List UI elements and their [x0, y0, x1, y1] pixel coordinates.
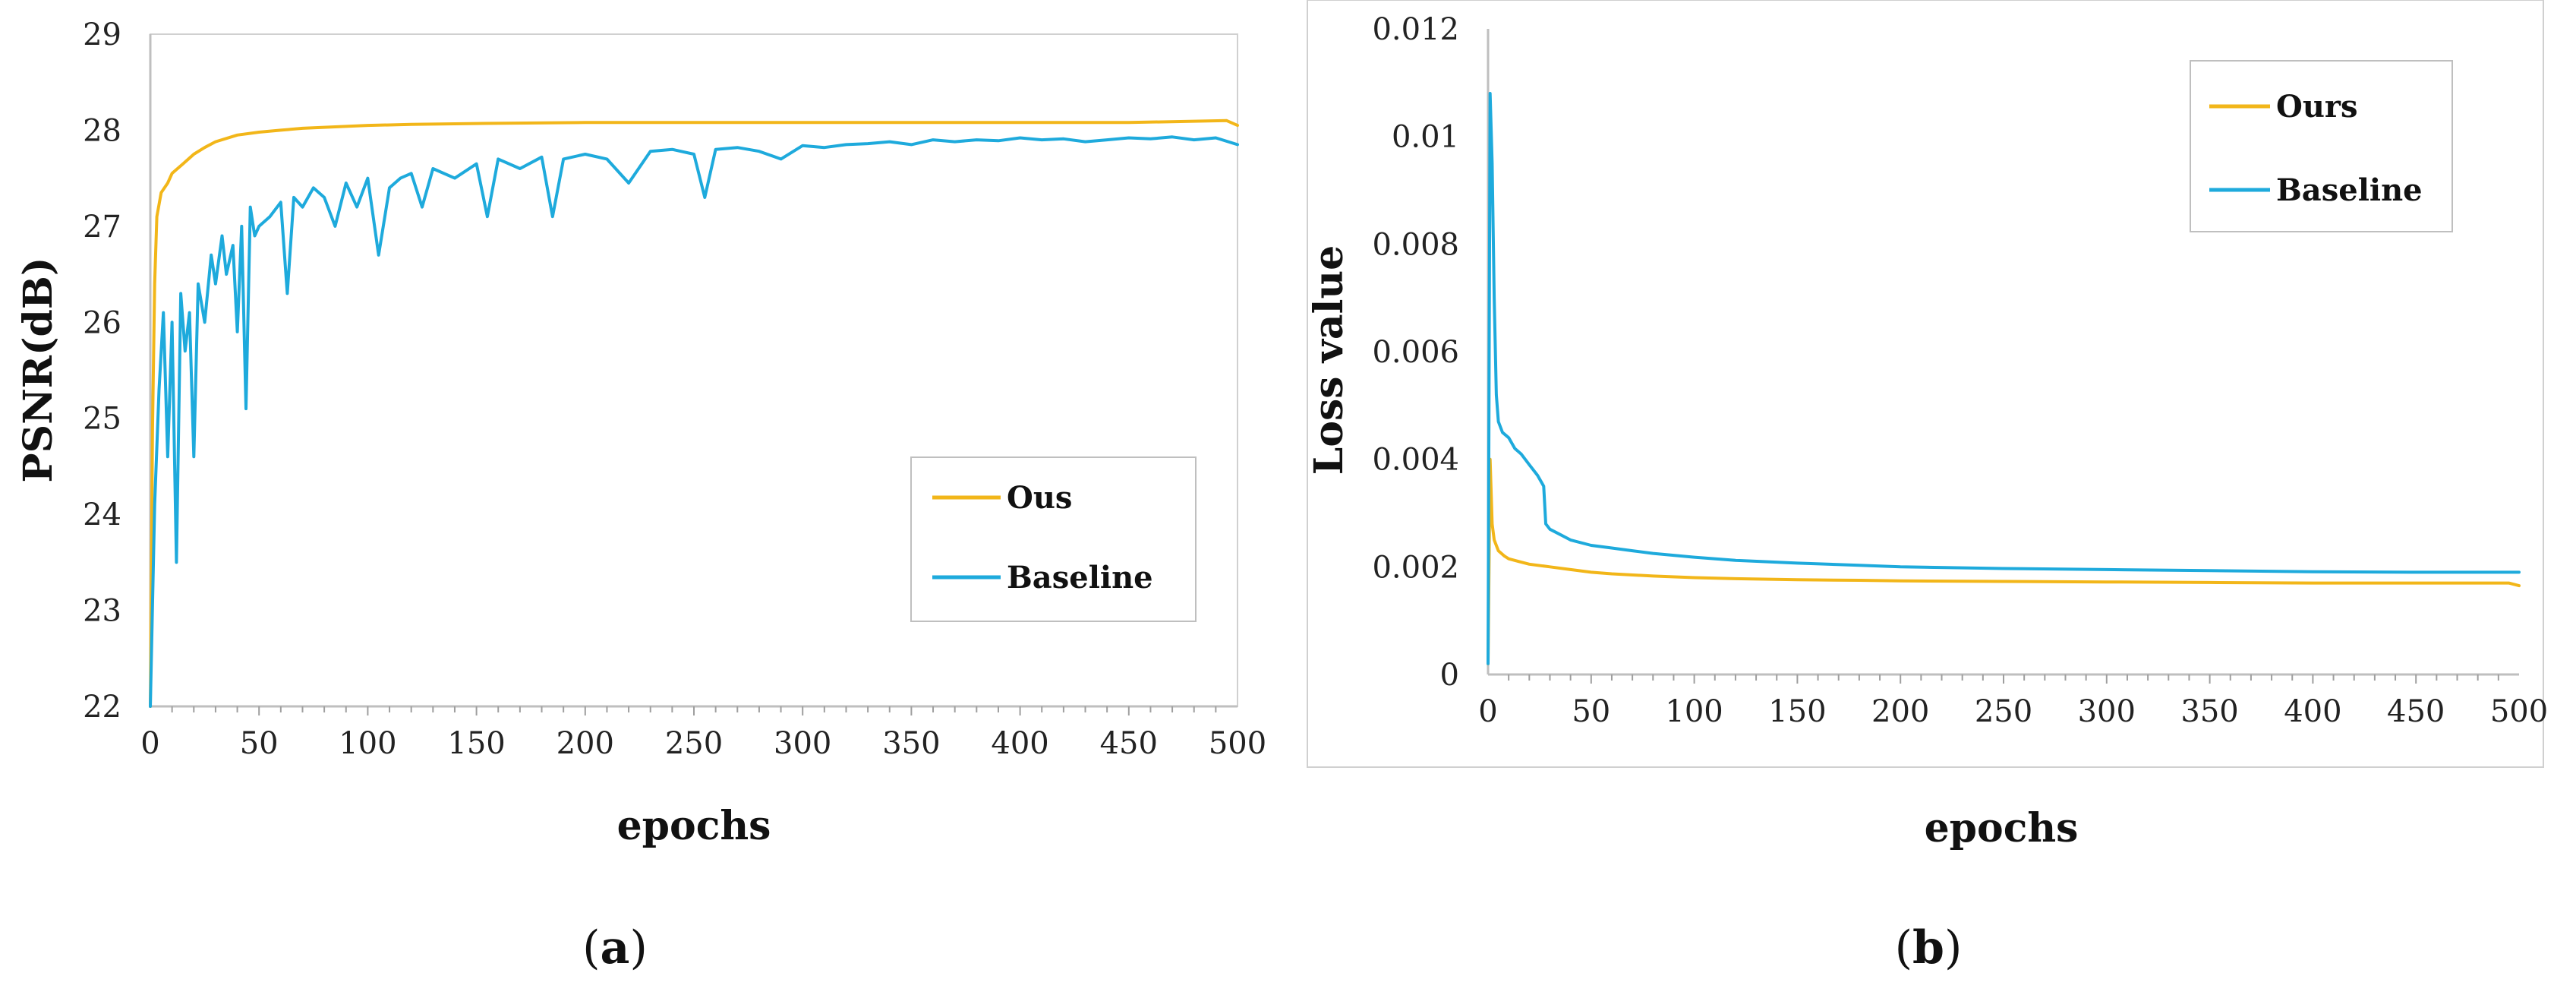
panel-a-chart: 0 50 100 150 200 250 300 350 400 450 500 22 23 24 25 26… — [15, 17, 1266, 974]
panel-a-series-line-baseline — [149, 135, 1239, 708]
panel-a-x-tick-label: 400 — [991, 726, 1048, 761]
panel-a-x-tick-label: 200 — [557, 726, 614, 761]
panel-b-series-group — [1487, 92, 2521, 665]
panel-b-x-tick-label: 300 — [2078, 694, 2136, 729]
panel-a-y-tick-label: 28 — [83, 113, 121, 148]
panel-b-y-tick-label: 0 — [1440, 658, 1459, 693]
panel-a-y-tick-label: 26 — [83, 305, 121, 340]
panel-b-legend-box — [2190, 60, 2453, 232]
panel-a-legend-label-baseline: Baseline — [1007, 560, 1153, 595]
panel-b-legend-label-ours: Ours — [2276, 89, 2358, 125]
panel-b-y-tick-label: 0.01 — [1392, 120, 1459, 155]
panel-a-x-tick-label: 350 — [882, 726, 940, 761]
panel-b-x-tick-label: 200 — [1871, 694, 1929, 729]
panel-a-ticks-group: 0 50 100 150 200 250 300 350 400 450 500 22 23 24 25 26… — [83, 17, 1266, 761]
panel-a-x-tick-label: 300 — [774, 726, 831, 761]
panel-b-x-tick-label: 500 — [2490, 694, 2548, 729]
panel-b-y-tick-label: 0.008 — [1372, 227, 1459, 262]
panel-a-x-tick-label: 100 — [339, 726, 396, 761]
panel-a-y-tick-label: 25 — [83, 402, 121, 437]
panel-a-x-tick-label: 250 — [665, 726, 723, 761]
panel-a-y-tick-label: 23 — [83, 594, 121, 629]
panel-b-x-tick-label: 450 — [2387, 694, 2445, 729]
panel-b-x-tick-label: 0 — [1478, 694, 1497, 729]
panel-a-x-axis-title: epochs — [617, 803, 771, 849]
panel-b-legend-label-baseline: Baseline — [2276, 172, 2423, 208]
panel-a-x-tick-label: 500 — [1209, 726, 1266, 761]
panel-b-caption: (b) — [1895, 921, 1963, 974]
panel-a-series-line-ous — [149, 118, 1239, 708]
panel-a-legend: Ous Baseline — [910, 456, 1197, 622]
panel-a-y-tick-label: 29 — [83, 17, 121, 52]
panel-a-x-tick-label: 0 — [140, 726, 159, 761]
panel-b-outer-frame — [1307, 0, 2544, 768]
panel-b-series-line-ours — [1487, 457, 2521, 665]
panel-a-legend-box — [910, 456, 1197, 622]
panel-a-y-tick-label: 22 — [83, 690, 121, 725]
panel-b-series-line-baseline — [1487, 92, 2521, 665]
panel-a-y-tick-label: 24 — [83, 498, 121, 532]
panel-a-x-tick-label: 450 — [1100, 726, 1158, 761]
panel-b-x-tick-label: 150 — [1768, 694, 1826, 729]
panel-b-chart: 0 50 100 150 200 250 300 350 400 450 500 0 0.002 0.00… — [1306, 0, 2548, 974]
panel-a-caption: (a) — [582, 921, 648, 974]
panel-a-y-axis-title: PSNR(dB) — [15, 257, 61, 483]
panel-b-y-tick-label: 0.002 — [1372, 550, 1459, 585]
panel-b-y-axis-title: Loss value — [1306, 245, 1352, 475]
panel-a-legend-label-ous: Ous — [1007, 480, 1072, 516]
panel-a-y-tick-label: 27 — [83, 210, 121, 245]
panel-b-y-tick-label: 0.012 — [1372, 12, 1459, 47]
panel-b-x-tick-label: 400 — [2284, 694, 2341, 729]
panel-a-series-group — [149, 118, 1239, 708]
panel-b-x-axis-title: epochs — [1925, 805, 2079, 851]
panel-a-x-tick-label: 50 — [240, 726, 279, 761]
panel-b-x-tick-label: 100 — [1665, 694, 1723, 729]
panel-b-ticks-group: 0 50 100 150 200 250 300 350 400 450 500 0 0.002 0.00… — [1372, 12, 2548, 729]
panel-b-x-tick-label: 350 — [2180, 694, 2238, 729]
panel-b-x-tick-label: 250 — [1975, 694, 2032, 729]
panel-b-x-tick-label: 50 — [1572, 694, 1610, 729]
panel-b-caption-letter: b — [1912, 921, 1944, 974]
panel-b-legend: Ours Baseline — [2190, 60, 2453, 232]
panel-a-x-tick-label: 150 — [447, 726, 505, 761]
panel-b-y-tick-label: 0.006 — [1372, 335, 1459, 370]
panel-a-caption-letter: a — [601, 921, 630, 974]
panel-b-y-tick-label: 0.004 — [1372, 443, 1459, 478]
